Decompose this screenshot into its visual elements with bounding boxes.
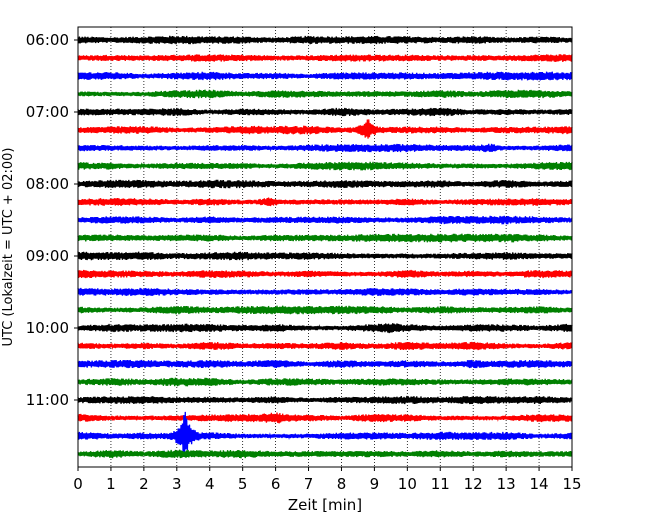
- trace-0930: [77, 287, 573, 297]
- x-tick-label: 11: [431, 475, 450, 493]
- x-axis-label: Zeit [min]: [288, 496, 362, 514]
- trace-0600: [77, 35, 573, 45]
- y-tick-label: 11:00: [26, 391, 69, 409]
- x-tick-label: 1: [106, 475, 116, 493]
- trace-0730: [77, 143, 573, 153]
- x-tick-label: 9: [370, 475, 380, 493]
- x-tick-label: 4: [205, 475, 215, 493]
- x-tick-label: 8: [337, 475, 347, 493]
- x-tick-label: 5: [238, 475, 248, 493]
- trace-0815: [77, 197, 573, 207]
- x-tick-label: 6: [271, 475, 281, 493]
- x-tick-label: 7: [304, 475, 314, 493]
- trace-0745: [77, 161, 573, 171]
- y-tick-label: 08:00: [26, 175, 69, 193]
- trace-0615: [77, 54, 573, 62]
- trace-1115: [77, 412, 573, 424]
- y-axis-label: UTC (Lokalzeit = UTC + 02:00): [1, 148, 16, 347]
- x-tick-label: 14: [530, 475, 549, 493]
- x-tick-label: 10: [398, 475, 417, 493]
- trace-1045: [77, 377, 573, 387]
- x-tick-label: 0: [73, 475, 83, 493]
- axis-ticks: 0 1 2 3 4 5 6 7 8 9 10 11 12 13 14 1506:0007:0008:0009:…: [26, 31, 582, 493]
- y-tick-label: 10:00: [26, 319, 69, 337]
- trace-0630: [77, 71, 573, 81]
- trace-0800: [77, 179, 573, 189]
- x-tick-label: 15: [562, 475, 581, 493]
- trace-0900: [77, 251, 573, 261]
- trace-1130: [77, 411, 573, 457]
- grid-lines: [110, 27, 540, 467]
- y-tick-label: 09:00: [26, 247, 69, 265]
- trace-1015: [77, 341, 573, 351]
- trace-0700: [77, 107, 573, 117]
- x-tick-label: 12: [464, 475, 483, 493]
- plot-frame: [77, 26, 573, 468]
- trace-1100: [77, 395, 573, 405]
- trace-0845: [77, 233, 573, 243]
- x-tick-label: 13: [497, 475, 516, 493]
- x-tick-label: 2: [139, 475, 149, 493]
- trace-0915: [77, 269, 573, 279]
- trace-1145: [77, 449, 573, 459]
- trace-layer: [77, 35, 573, 459]
- trace-1000: [77, 323, 573, 334]
- y-tick-label: 07:00: [26, 103, 69, 121]
- trace-0830: [77, 215, 573, 225]
- trace-0945: [77, 305, 573, 315]
- trace-0645: [77, 89, 573, 99]
- trace-0715: [77, 119, 573, 139]
- y-tick-label: 06:00: [26, 31, 69, 49]
- trace-1030: [77, 359, 573, 369]
- x-tick-label: 3: [172, 475, 182, 493]
